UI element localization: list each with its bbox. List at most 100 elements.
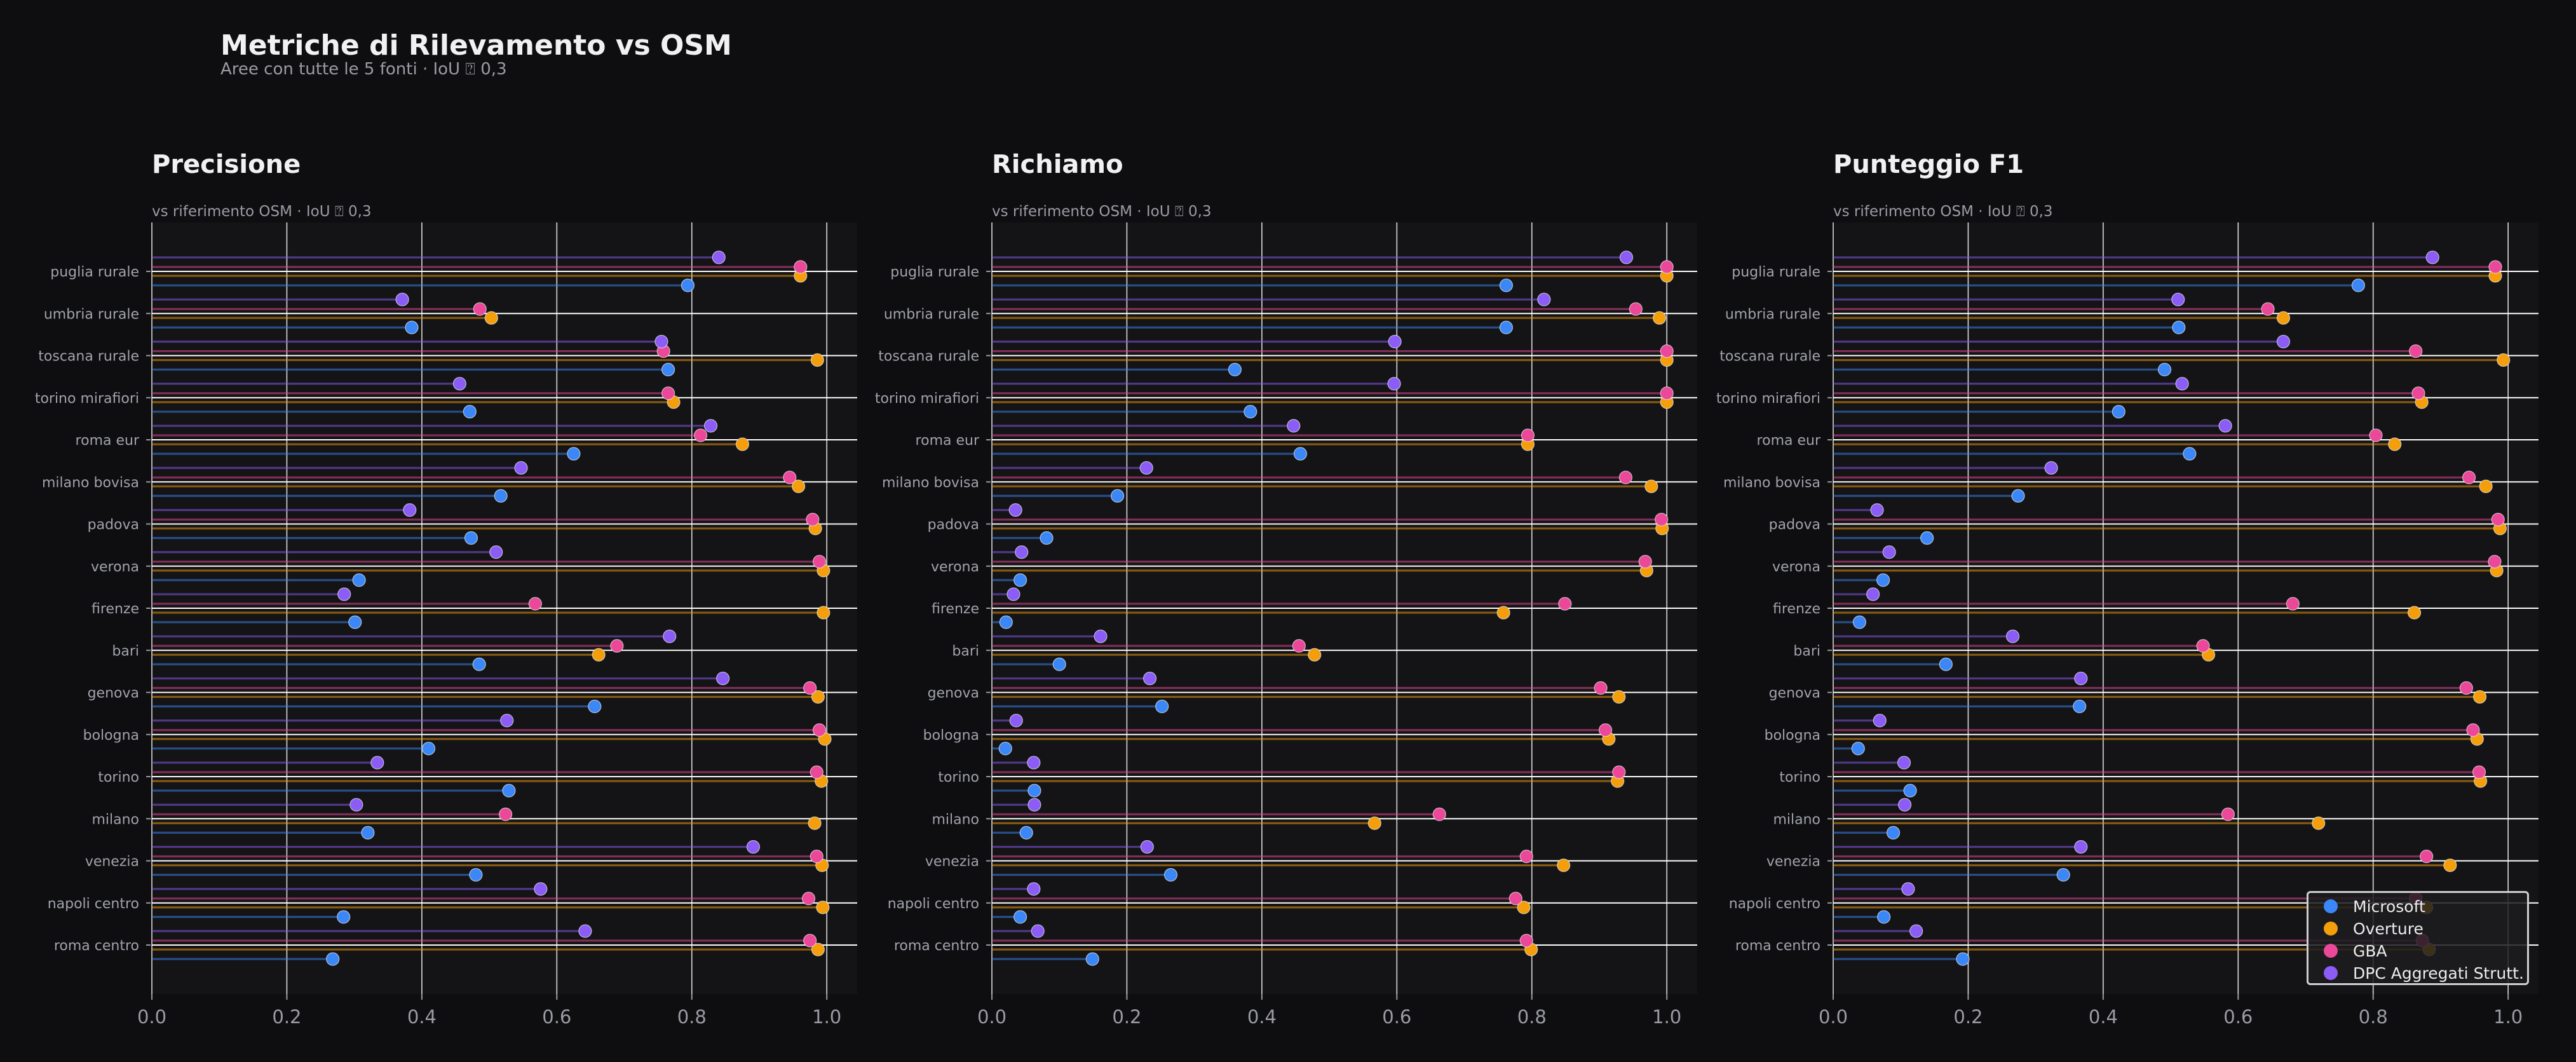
dot-gba — [1618, 470, 1633, 484]
y-tick-label: bologna — [923, 728, 979, 744]
y-tick-label: bologna — [1765, 728, 1820, 744]
dot-gba — [803, 934, 817, 948]
dot-microsoft — [661, 362, 675, 377]
dot-microsoft — [1019, 826, 1033, 840]
dot-overture — [816, 901, 830, 915]
y-tick-label: napoli centro — [888, 896, 979, 912]
dot-gba — [1655, 512, 1669, 527]
dot-microsoft — [1903, 784, 1917, 798]
dot-dpc — [1882, 545, 1896, 559]
dot-microsoft — [567, 447, 581, 461]
y-tick-label: milano — [932, 812, 979, 827]
y-tick-label: umbria rurale — [44, 306, 139, 322]
dot-dpc — [1387, 377, 1401, 391]
y-tick-label: bari — [112, 643, 139, 659]
dot-gba — [1521, 428, 1535, 442]
dot-gba — [2409, 344, 2423, 358]
dot-gba — [810, 849, 824, 864]
dot-overture — [1644, 479, 1658, 493]
microsoft-swatch-icon — [2324, 899, 2338, 913]
dot-dpc — [1866, 587, 1880, 601]
dot-microsoft — [463, 405, 477, 419]
legend-item-microsoft: Microsoft — [2308, 895, 2425, 917]
dot-microsoft — [2157, 362, 2172, 377]
dot-microsoft — [1293, 447, 1308, 461]
panel-title: Richiamo — [992, 150, 1123, 179]
dot-dpc — [1007, 587, 1020, 601]
y-tick-label: torino mirafiori — [875, 391, 979, 407]
dot-microsoft — [469, 868, 483, 882]
dot-microsoft — [588, 699, 602, 714]
dot-dpc — [746, 840, 761, 854]
dot-overture — [2276, 311, 2291, 325]
y-tick-label: roma eur — [1757, 433, 1821, 449]
dot-dpc — [2218, 419, 2232, 433]
dot-gba — [2420, 849, 2434, 864]
dot-gba — [2196, 639, 2210, 653]
dot-dpc — [1287, 419, 1301, 433]
dot-overture — [2407, 606, 2422, 620]
dot-dpc — [2074, 671, 2088, 686]
dot-gba — [801, 892, 816, 906]
dot-microsoft — [2056, 868, 2070, 882]
dot-dpc — [1901, 882, 1915, 896]
dot-gba — [2221, 807, 2235, 821]
dot-overture — [1496, 606, 1510, 620]
dot-microsoft — [998, 742, 1012, 756]
y-tick-label: milano bovisa — [42, 475, 139, 491]
dot-microsoft — [502, 784, 516, 798]
y-tick-label: padova — [928, 517, 979, 533]
x-tick-label: 1.0 — [2493, 1006, 2523, 1028]
dot-dpc — [2171, 292, 2185, 306]
dot-dpc — [370, 756, 384, 770]
dot-dpc — [337, 587, 351, 601]
dot-overture — [1517, 901, 1531, 915]
legend-item-gba: GBA — [2308, 940, 2387, 962]
panel-subtitle: vs riferimento OSM · IoU ⍰ 0,3 — [992, 203, 1212, 220]
y-tick-label: toscana rurale — [878, 349, 979, 365]
dot-dpc — [1031, 924, 1045, 938]
dot-microsoft — [999, 615, 1013, 629]
dot-gba — [528, 597, 542, 611]
y-tick-label: verona — [91, 559, 139, 575]
dot-dpc — [403, 503, 417, 517]
dot-gba — [2459, 681, 2473, 695]
y-tick-label: genova — [1769, 686, 1820, 702]
dot-gba — [806, 512, 820, 527]
dot-overture — [810, 353, 824, 367]
y-tick-label: roma centro — [54, 938, 139, 954]
x-tick-label: 0.4 — [1247, 1006, 1277, 1028]
dot-dpc — [534, 882, 548, 896]
legend-label: Microsoft — [2353, 897, 2425, 916]
dot-dpc — [1008, 503, 1022, 517]
x-tick-label: 0.6 — [542, 1006, 571, 1028]
y-tick-label: puglia rurale — [890, 264, 979, 280]
dot-dpc — [1897, 756, 1911, 770]
dot-dpc — [1027, 798, 1041, 812]
y-tick-label: bari — [1793, 643, 1820, 659]
dot-microsoft — [1013, 910, 1027, 924]
dot-dpc — [2044, 461, 2058, 475]
y-tick-label: verona — [1772, 559, 1820, 575]
dot-microsoft — [1851, 742, 1865, 756]
panel-subtitle: vs riferimento OSM · IoU ⍰ 0,3 — [1833, 203, 2053, 220]
dot-overture — [817, 606, 830, 620]
figure-title: Metriche di Rilevamento vs OSM — [220, 29, 732, 62]
x-tick-label: 0.8 — [2359, 1006, 2388, 1028]
dot-microsoft — [2073, 699, 2087, 714]
dot-dpc — [712, 250, 726, 264]
dot-microsoft — [2351, 278, 2365, 292]
dot-dpc — [2425, 250, 2439, 264]
dot-dpc — [1897, 798, 1912, 812]
legend-item-overture: Overture — [2308, 918, 2423, 939]
dot-overture — [1612, 690, 1626, 704]
y-tick-label: toscana rurale — [1719, 349, 1820, 365]
dot-microsoft — [1052, 657, 1066, 671]
dot-microsoft — [1155, 699, 1169, 714]
dot-microsoft — [1920, 531, 1934, 545]
dot-dpc — [500, 714, 514, 728]
dot-dpc — [1619, 250, 1634, 264]
legend-label: Overture — [2353, 919, 2423, 938]
y-tick-label: torino — [98, 770, 139, 786]
